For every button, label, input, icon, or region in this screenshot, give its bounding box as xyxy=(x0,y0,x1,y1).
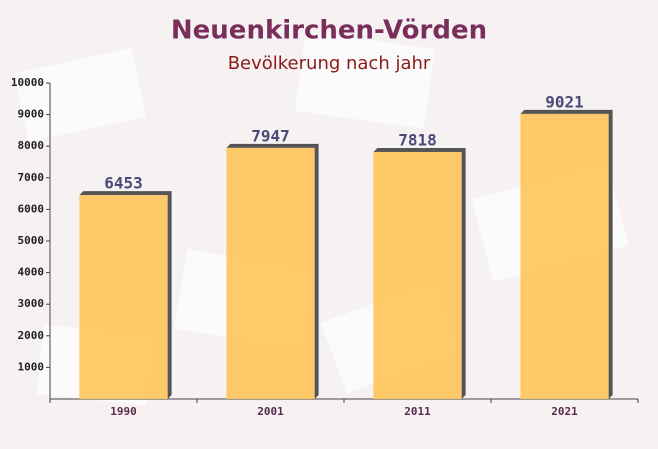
bar xyxy=(79,195,168,399)
y-tick-label: 7000 xyxy=(18,171,45,184)
y-tick-label: 1000 xyxy=(18,360,45,373)
x-tick-label: 2001 xyxy=(257,405,284,418)
x-tick-label: 1990 xyxy=(110,405,137,418)
chart-title: Neuenkirchen-Vörden xyxy=(171,16,487,46)
x-tick-label: 2021 xyxy=(551,405,578,418)
y-tick-label: 6000 xyxy=(18,202,45,215)
value-label: 7947 xyxy=(251,126,290,145)
y-tick-label: 5000 xyxy=(18,234,45,247)
value-label: 6453 xyxy=(104,174,143,193)
bar xyxy=(520,113,609,399)
y-tick-label: 4000 xyxy=(18,266,45,279)
y-tick-label: 9000 xyxy=(18,108,45,121)
chart-subtitle: Bevölkerung nach jahr xyxy=(228,53,431,74)
y-tick-label: 10000 xyxy=(11,76,44,89)
y-tick-label: 8000 xyxy=(18,139,45,152)
value-label: 7818 xyxy=(398,130,437,149)
bar xyxy=(373,151,462,399)
y-tick-label: 2000 xyxy=(18,329,45,342)
value-label: 9021 xyxy=(545,92,584,111)
y-tick-label: 3000 xyxy=(18,297,45,310)
x-tick-label: 2011 xyxy=(404,405,431,418)
bar xyxy=(226,147,315,399)
